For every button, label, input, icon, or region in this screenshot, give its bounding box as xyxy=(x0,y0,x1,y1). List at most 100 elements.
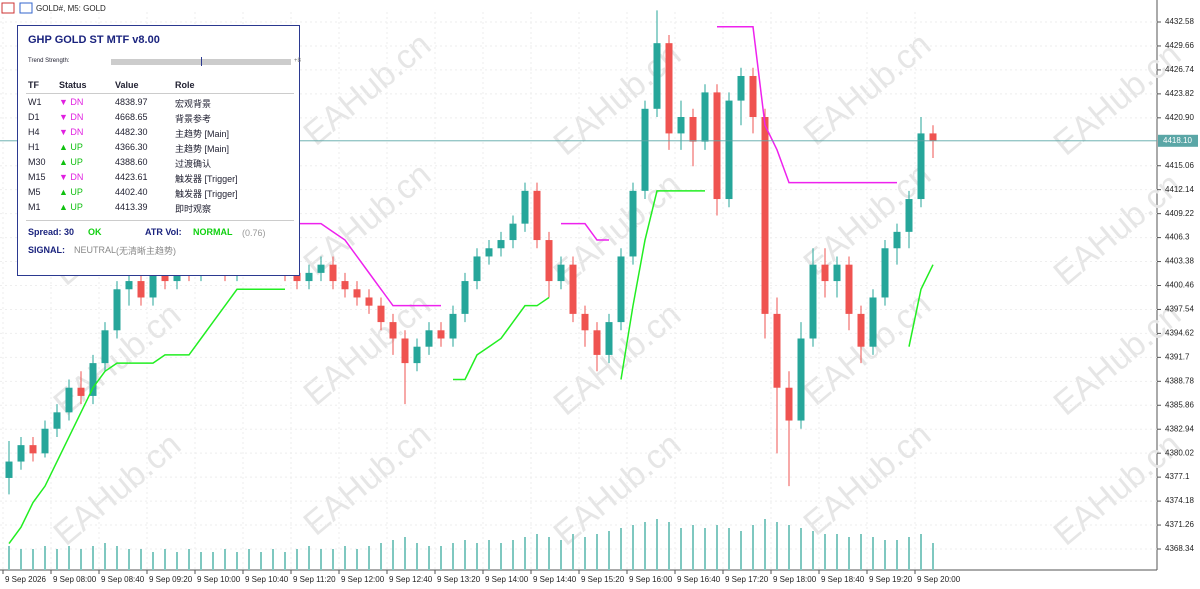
volume-bar xyxy=(848,537,850,570)
y-tick-label: 4403.38 xyxy=(1165,257,1194,266)
cell-status: ▼ DN xyxy=(59,112,84,122)
x-tick-label: 9 Sep 16:00 xyxy=(629,575,673,584)
candle-body xyxy=(869,297,877,347)
y-tick-label: 4368.34 xyxy=(1165,544,1194,553)
y-tick-label: 4371.26 xyxy=(1165,520,1194,529)
trend-value: +8 xyxy=(294,58,301,64)
volume-bar xyxy=(20,549,22,570)
candle-body xyxy=(29,445,37,454)
signal-note: (无清晰主趋势) xyxy=(116,246,176,256)
signal-label: SIGNAL: xyxy=(28,245,65,255)
y-tick-label: 4420.90 xyxy=(1165,113,1194,122)
candle-body xyxy=(665,43,673,134)
atr-value: (0.76) xyxy=(242,228,266,238)
volume-bar xyxy=(200,552,202,570)
volume-bar xyxy=(680,528,682,570)
volume-bar xyxy=(920,534,922,570)
x-tick-label: 9 Sep 15:20 xyxy=(581,575,625,584)
volume-bar xyxy=(716,525,718,570)
volume-bar xyxy=(320,549,322,570)
cell-value: 4668.65 xyxy=(115,112,148,122)
last-price-label: 4418.10 xyxy=(1163,136,1192,145)
volume-bar xyxy=(416,543,418,570)
cell-tf: H4 xyxy=(28,127,40,137)
cell-tf: W1 xyxy=(28,97,42,107)
y-tick-label: 4374.18 xyxy=(1165,496,1194,505)
y-tick-label: 4429.66 xyxy=(1165,41,1194,50)
window-title: GOLD#, M5: GOLD xyxy=(36,4,106,13)
volume-bar xyxy=(500,543,502,570)
volume-bar xyxy=(56,549,58,570)
supertrend xyxy=(8,26,934,545)
candle-body xyxy=(581,313,589,331)
cell-role: 背景参考 xyxy=(175,114,212,124)
trend-marker xyxy=(201,57,202,66)
cell-status: ▼ DN xyxy=(59,97,84,107)
volume-bar xyxy=(152,552,154,570)
window-icon xyxy=(1,2,15,14)
volume-bar xyxy=(92,546,94,570)
y-tick-label: 4391.7 xyxy=(1165,352,1190,361)
candle-body xyxy=(701,92,709,142)
y-tick-label: 4377.1 xyxy=(1165,472,1190,481)
volume-bar xyxy=(236,552,238,570)
x-tick-label: 9 Sep 18:40 xyxy=(821,575,865,584)
y-tick-label: 4406.3 xyxy=(1165,233,1190,242)
candle-body xyxy=(77,387,85,396)
x-tick-label: 9 Sep 08:40 xyxy=(101,575,145,584)
candle-body xyxy=(377,305,385,323)
indicator-panel: GHP GOLD ST MTF v8.00 Trend Strength: +8… xyxy=(17,25,301,276)
volume-bar xyxy=(872,537,874,570)
volume-bar xyxy=(932,543,934,570)
volume-bar xyxy=(836,534,838,570)
volume-bar xyxy=(620,528,622,570)
volume-bar xyxy=(596,534,598,570)
candle-body xyxy=(881,248,889,298)
volume-bar xyxy=(788,525,790,570)
x-tick-label: 9 Sep 19:20 xyxy=(869,575,913,584)
x-tick-label: 9 Sep 14:40 xyxy=(533,575,577,584)
candle-body xyxy=(905,199,913,232)
candle-body xyxy=(485,248,493,257)
candle-body xyxy=(341,281,349,290)
candle-body xyxy=(725,100,733,200)
volume-bar xyxy=(740,531,742,570)
separator xyxy=(26,220,294,221)
candle-body xyxy=(113,289,121,331)
volume-bar xyxy=(800,528,802,570)
cell-value: 4423.61 xyxy=(115,172,148,182)
candle-body xyxy=(509,223,517,241)
cell-value: 4366.30 xyxy=(115,142,148,152)
spread-label: Spread: 30 xyxy=(28,227,75,237)
cell-status: ▼ DN xyxy=(59,127,84,137)
candle-body xyxy=(809,264,817,339)
cell-status: ▲ UP xyxy=(59,202,83,212)
candle-body xyxy=(761,117,769,314)
cell-tf: M1 xyxy=(28,202,41,212)
candle-body xyxy=(461,281,469,314)
volume-bar xyxy=(764,519,766,570)
candle-body xyxy=(737,75,745,101)
cell-value: 4413.39 xyxy=(115,202,148,212)
x-tick-label: 9 Sep 2026 xyxy=(5,575,46,584)
candle-body xyxy=(329,264,337,282)
candle-body xyxy=(365,297,373,306)
volumes xyxy=(8,519,934,570)
cell-value: 4482.30 xyxy=(115,127,148,137)
cell-tf: M30 xyxy=(28,157,46,167)
candle-body xyxy=(401,338,409,364)
supertrend-line xyxy=(8,190,934,545)
candle-body xyxy=(545,240,553,282)
candle-body xyxy=(17,445,25,462)
candle-body xyxy=(629,190,637,257)
volume-bar xyxy=(128,549,130,570)
candle-body xyxy=(533,190,541,241)
axes: 4432.58 4429.66 4426.74 4423.82 4420.90 4415.… xyxy=(0,17,1198,584)
volume-bar xyxy=(908,537,910,570)
candle-body xyxy=(593,330,601,355)
candle-body xyxy=(845,264,853,314)
y-tick-label: 4426.74 xyxy=(1165,65,1194,74)
volume-bar xyxy=(560,540,562,570)
x-tick-label: 9 Sep 14:00 xyxy=(485,575,529,584)
volume-bar xyxy=(572,534,574,570)
